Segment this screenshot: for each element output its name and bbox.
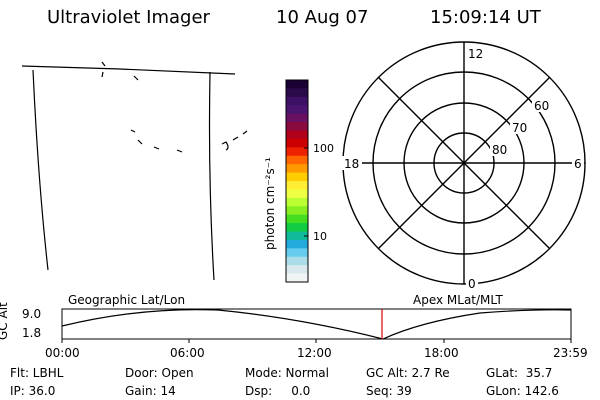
date-label: 10 Aug 07 [276, 7, 369, 28]
orbit-xtick-0600: 06:00 [170, 346, 205, 360]
polar-label-12: 12 [468, 47, 483, 61]
colorbar-cell [286, 122, 308, 132]
colorbar-cell [286, 155, 308, 165]
colorbar-cell [286, 105, 308, 115]
colorbar-frame [285, 79, 309, 283]
colorbar-cell [286, 113, 308, 123]
orbit-altitude-curve [61, 308, 572, 340]
colorbar-tick-label-100: 100 [313, 142, 334, 155]
polar-label-bg-70 [510, 120, 532, 134]
status-gain: Gain: 14 [125, 384, 176, 398]
colorbar-cell [286, 273, 308, 283]
instrument-title: Ultraviolet Imager [47, 7, 210, 28]
orbit-xtick-0000: 00:00 [45, 346, 80, 360]
colorbar-tick-label-10: 10 [313, 230, 327, 243]
colorbar-cell [286, 147, 308, 157]
orbit-xtick-1200: 12:00 [297, 346, 332, 360]
polar-label-60: 60 [534, 99, 549, 113]
colorbar-cell [286, 256, 308, 266]
colorbar-cells [286, 80, 308, 283]
colorbar-cell [286, 172, 308, 182]
polar-label-18: 18 [344, 157, 359, 171]
orbit-xtick-2359: 23:59 [553, 346, 588, 360]
colorbar-cell [286, 239, 308, 249]
polar-label-bg-80 [490, 142, 512, 156]
status-flt: Flt: LBHL [10, 366, 64, 380]
status-gc-alt: GC Alt: 2.7 Re [366, 366, 450, 380]
map-left-meridian [32, 69, 49, 271]
polar-label-80: 80 [492, 143, 507, 157]
orbit-ytick-1-8: 1.8 [22, 326, 42, 340]
map-top-line [21, 65, 236, 75]
status-glat: GLat: 35.7 [486, 366, 553, 380]
colorbar-cell [286, 265, 308, 275]
status-door: Door: Open [125, 366, 194, 380]
colorbar-cell [286, 164, 308, 174]
status-ip: IP: 36.0 [10, 384, 56, 398]
polar-label-bg-0 [466, 276, 478, 290]
colorbar-cell [286, 248, 308, 258]
coastline-fragments-right [221, 130, 248, 151]
status-dsp: Dsp: 0.0 [245, 384, 311, 398]
orbit-xtick-1800: 18:00 [424, 346, 459, 360]
status-glon: GLon: 142.6 [486, 384, 559, 398]
polar-label-bg-12 [466, 46, 484, 60]
coastline-fragments-top [101, 61, 139, 81]
orbit-left-label: Geographic Lat/Lon [68, 293, 186, 307]
polar-label-6: 6 [574, 157, 582, 171]
colorbar-cell [286, 96, 308, 106]
polar-label-70: 70 [512, 121, 527, 135]
map-right-meridian [208, 71, 215, 281]
colorbar-cell [286, 130, 308, 140]
polar-label-0: 0 [468, 277, 476, 290]
polar-label-bg-18 [342, 156, 362, 170]
polar-diagonal-2 [377, 76, 551, 250]
coastline-fragments-mid [130, 129, 183, 153]
time-label: 15:09:14 UT [430, 7, 541, 28]
polar-plot: 12 18 6 0 60 70 80 [342, 41, 586, 290]
orbit-ytick-9: 9.0 [22, 307, 42, 321]
polar-label-bg-60 [532, 98, 554, 112]
polar-label-bg-6 [572, 156, 584, 170]
colorbar-cell [286, 138, 308, 148]
colorbar: 100 10 [285, 79, 334, 283]
orbit-right-label: Apex MLat/MLT [413, 293, 503, 307]
colorbar-cell [286, 197, 308, 207]
colorbar-cell [286, 206, 308, 216]
colorbar-cell [286, 231, 308, 241]
status-mode: Mode: Normal [245, 366, 329, 380]
colorbar-cell [286, 214, 308, 224]
colorbar-cell [286, 181, 308, 191]
colorbar-cell [286, 88, 308, 98]
status-seq: Seq: 39 [366, 384, 412, 398]
colorbar-cell [286, 80, 308, 90]
colorbar-cell [286, 189, 308, 199]
colorbar-cell [286, 223, 308, 233]
